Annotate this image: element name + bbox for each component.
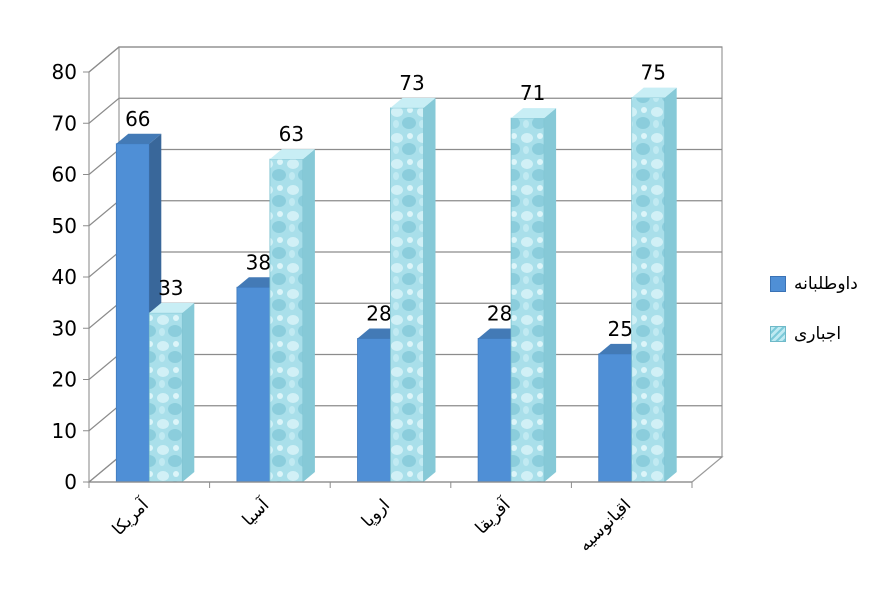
data-label: 71 <box>520 81 545 105</box>
y-tick-label: 30 <box>52 316 77 340</box>
legend: داوطلبانه اجباری <box>770 270 858 370</box>
bars: 66 33 38 63 28 73 28 71 25 75 <box>115 61 677 483</box>
legend-item-mandatory: اجباری <box>770 320 858 348</box>
y-tick-label: 70 <box>52 111 77 135</box>
bar-mandatory: 73 <box>390 71 436 483</box>
y-tick-label: 50 <box>52 214 77 238</box>
y-tick-label: 10 <box>52 419 77 443</box>
bar-side <box>544 108 557 482</box>
bar-front <box>148 312 183 483</box>
bar-top <box>390 97 436 108</box>
bar-side <box>302 149 315 482</box>
bar-front <box>510 117 545 483</box>
bar-side <box>423 97 436 482</box>
bar-front <box>115 143 150 483</box>
legend-label-voluntary: داوطلبانه <box>794 274 858 294</box>
legend-label-mandatory: اجباری <box>794 324 842 344</box>
bar-front <box>236 286 271 483</box>
x-tick-label: آفریقا <box>470 493 515 538</box>
data-label: 63 <box>279 122 304 146</box>
x-tick-label: اقیانوسیه <box>575 495 635 555</box>
data-label: 28 <box>487 302 512 326</box>
bar-front <box>598 353 633 483</box>
bar-mandatory: 63 <box>269 122 315 483</box>
bar-front <box>357 338 391 483</box>
bar-side <box>182 302 195 482</box>
data-label: 73 <box>399 71 424 95</box>
bar-top <box>511 108 557 119</box>
legend-item-voluntary: داوطلبانه <box>770 270 858 298</box>
bar-front <box>269 158 304 483</box>
y-tick-label: 0 <box>64 470 77 494</box>
legend-swatch-voluntary <box>770 276 786 292</box>
y-tick-label: 40 <box>52 265 77 289</box>
legend-swatch-mandatory <box>770 326 786 342</box>
bar-mandatory: 33 <box>148 276 195 483</box>
bar-side <box>664 87 677 482</box>
y-tick-label: 60 <box>52 163 77 187</box>
x-tick-label: آمریکا <box>107 493 154 540</box>
bar-top <box>116 133 162 144</box>
bar-mandatory: 71 <box>510 81 557 483</box>
x-tick-label: اروپا <box>358 495 394 531</box>
bar-top <box>149 302 195 313</box>
bar-mandatory: 75 <box>631 61 677 483</box>
gridline <box>88 97 722 124</box>
data-label: 66 <box>125 107 150 131</box>
bar-top <box>269 149 315 160</box>
data-label: 75 <box>640 61 665 85</box>
x-axis: آمریکا آسیا اروپا آفریقا اقیانوسیه <box>88 481 693 556</box>
x-tick-label: آسیا <box>237 493 274 530</box>
bar-top <box>631 87 677 98</box>
data-label: 25 <box>607 317 632 341</box>
bar-front <box>390 107 424 483</box>
bar-voluntary: 66 <box>115 107 162 483</box>
y-tick-label: 20 <box>52 368 77 392</box>
data-label: 38 <box>246 250 271 274</box>
y-tick-label: 80 <box>52 60 77 84</box>
data-label: 28 <box>366 302 391 326</box>
y-axis: 0 10 20 30 40 50 60 70 80 <box>52 60 89 494</box>
bar-front <box>477 338 512 483</box>
bar-front <box>631 97 666 483</box>
gridline <box>88 46 722 73</box>
data-label: 33 <box>158 276 183 300</box>
